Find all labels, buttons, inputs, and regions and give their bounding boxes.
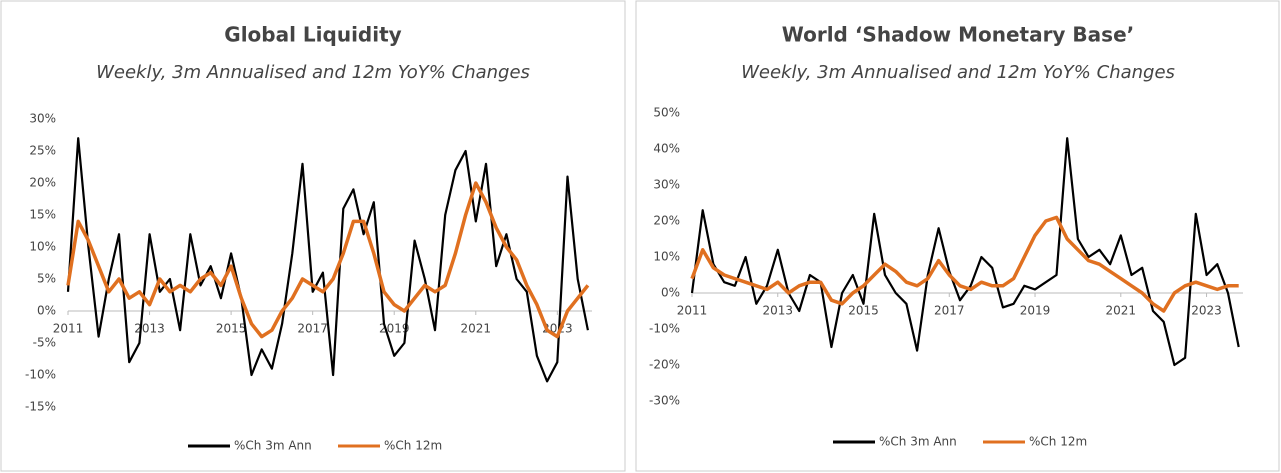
y-tick-label: 10% xyxy=(653,250,680,264)
x-tick-label: 2019 xyxy=(1020,304,1051,318)
y-tick-label: -20% xyxy=(649,358,680,372)
y-tick-label: -5% xyxy=(33,336,56,350)
y-tick-label: 50% xyxy=(653,106,680,120)
x-tick-label: 2023 xyxy=(1191,304,1222,318)
legend-label: %Ch 12m xyxy=(1029,435,1087,449)
y-tick-label: 25% xyxy=(29,144,56,158)
series-line xyxy=(66,137,589,383)
panel xyxy=(0,0,626,472)
x-tick-label: 2017 xyxy=(297,322,328,336)
x-tick-label: 2015 xyxy=(216,322,247,336)
y-tick-label: 10% xyxy=(29,240,56,254)
x-tick-label: 2013 xyxy=(134,322,165,336)
y-tick-label: 40% xyxy=(653,142,680,156)
series-line xyxy=(690,137,1240,367)
y-tick-label: 0% xyxy=(661,286,680,300)
legend-label: %Ch 12m xyxy=(384,439,442,453)
legend-label: %Ch 3m Ann xyxy=(234,439,312,453)
x-tick-label: 2017 xyxy=(934,304,965,318)
y-tick-label: 30% xyxy=(653,178,680,192)
y-tick-label: 20% xyxy=(29,176,56,190)
y-tick-label: 5% xyxy=(37,272,56,286)
chart-subtitle: Weekly, 3m Annualised and 12m YoY% Chang… xyxy=(741,62,1175,83)
y-tick-label: -30% xyxy=(649,394,680,408)
y-tick-label: -10% xyxy=(649,322,680,336)
y-tick-label: 15% xyxy=(29,208,56,222)
legend-label: %Ch 3m Ann xyxy=(879,435,957,449)
x-tick-label: 2021 xyxy=(461,322,492,336)
series-line xyxy=(690,215,1239,313)
chart-subtitle: Weekly, 3m Annualised and 12m YoY% Chang… xyxy=(96,62,530,83)
x-tick-label: 2021 xyxy=(1106,304,1137,318)
y-tick-label: 20% xyxy=(653,214,680,228)
x-tick-label: 2011 xyxy=(677,304,708,318)
x-tick-label: 2015 xyxy=(848,304,879,318)
y-tick-label: 30% xyxy=(29,112,56,126)
y-tick-label: 0% xyxy=(37,304,56,318)
y-tick-label: -15% xyxy=(25,400,56,414)
chart-title: Global Liquidity xyxy=(224,23,401,47)
panel xyxy=(635,0,1280,472)
x-tick-label: 2011 xyxy=(53,322,84,336)
series-line xyxy=(66,181,590,339)
y-tick-label: -10% xyxy=(25,368,56,382)
x-tick-label: 2013 xyxy=(762,304,793,318)
chart-title: World ‘Shadow Monetary Base’ xyxy=(782,23,1135,47)
